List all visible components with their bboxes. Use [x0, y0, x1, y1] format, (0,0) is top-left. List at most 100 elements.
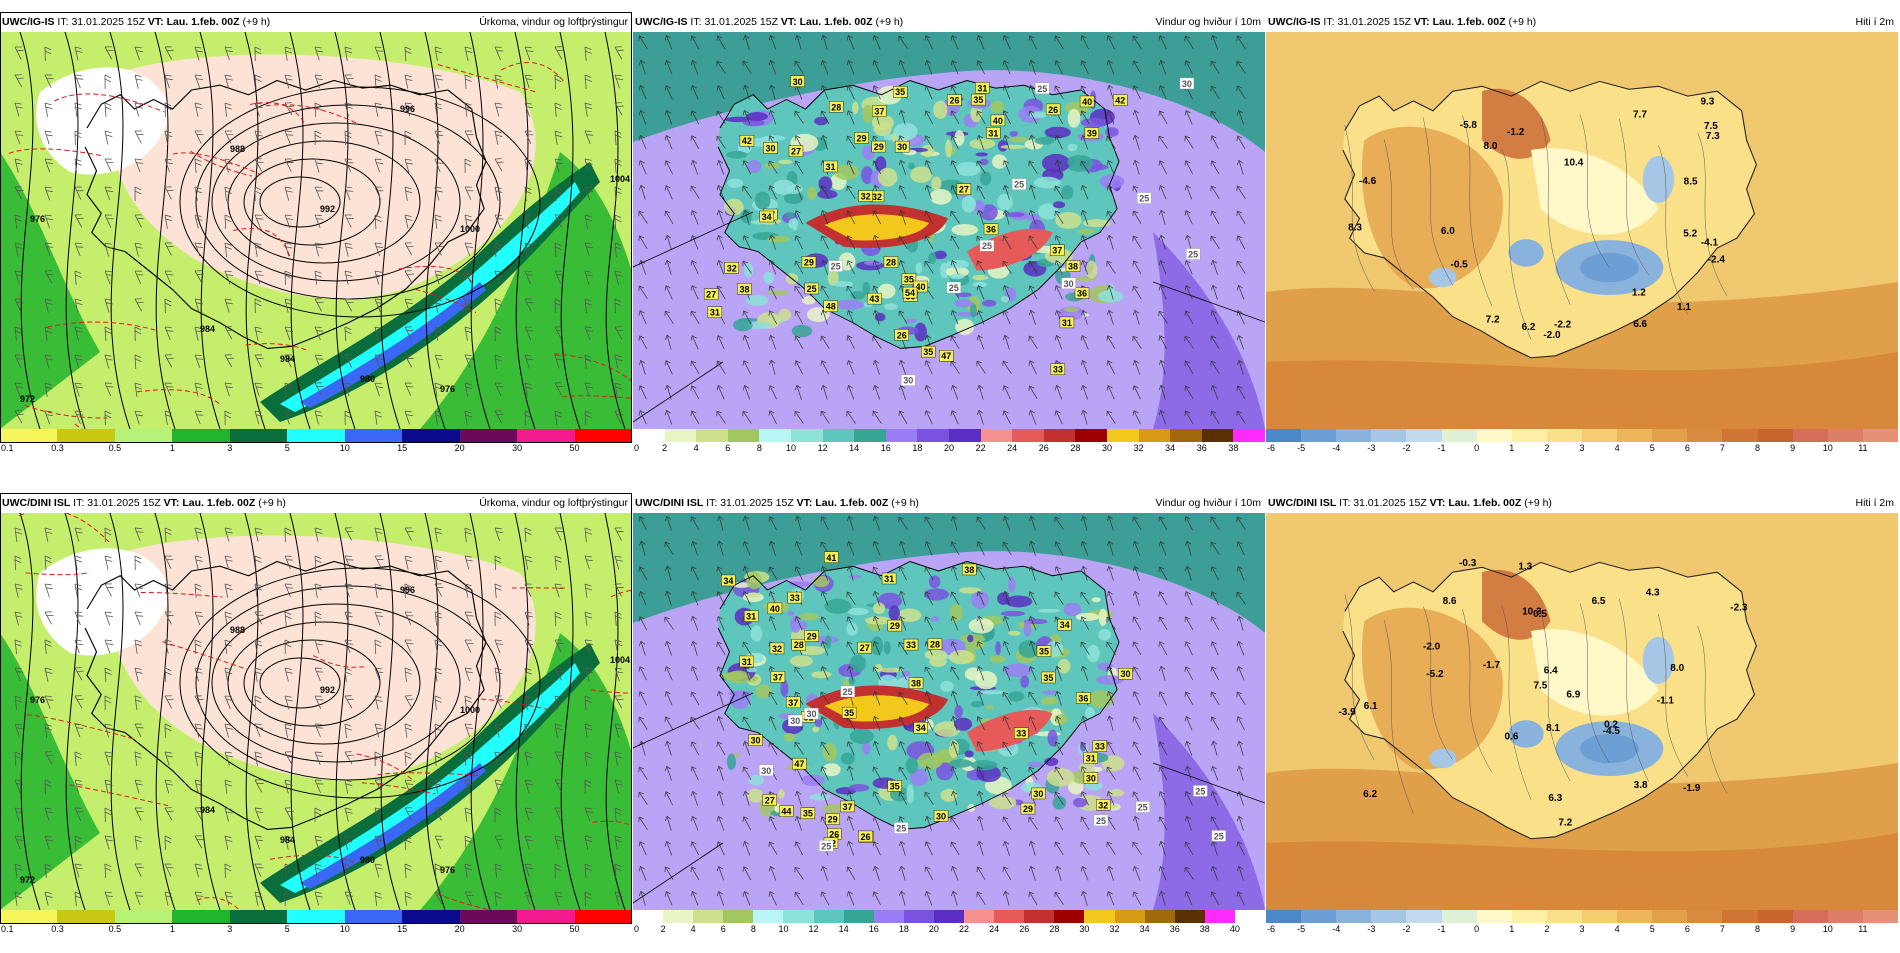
- color-scale-step: [1336, 910, 1371, 923]
- scale-tick-label: 10: [1823, 924, 1833, 934]
- scale-tick-label: 26: [1019, 924, 1029, 934]
- panel-header: UWC/IG-IS IT: 31.01.2025 15Z VT: Lau. 1.…: [1266, 12, 1898, 32]
- color-scale-step: [791, 429, 823, 442]
- scale-tick-label: 9: [1790, 443, 1795, 453]
- temp-label: -4.5: [1603, 726, 1621, 737]
- temp-label: -1.1: [1657, 695, 1675, 706]
- color-scale-step: [1582, 429, 1617, 442]
- color-scale-step: [402, 910, 459, 923]
- scale-tick-label: 24: [989, 924, 999, 934]
- temp-label: 7.2: [1558, 818, 1572, 829]
- valid-time: Lau. 1.feb. 00Z: [800, 16, 873, 28]
- color-scale-step: [287, 910, 344, 923]
- color-scale-step: [1084, 910, 1114, 923]
- isobar-label: 1000: [460, 224, 480, 234]
- scale-tick-label: 6: [721, 924, 726, 934]
- scale-tick-label: 0: [634, 443, 639, 453]
- gust-label: 31: [1062, 318, 1072, 328]
- isobar-label: 984: [280, 835, 295, 845]
- lead-time: (+9 h): [891, 497, 919, 509]
- gust-label: 30: [751, 736, 761, 746]
- color-scale-step: [575, 910, 632, 923]
- wind-label: 30: [761, 766, 771, 776]
- scale-tick-label: -1: [1438, 924, 1446, 934]
- color-scale-step: [1722, 910, 1757, 923]
- color-scale-step: [115, 910, 172, 923]
- color-scale-step: [1442, 429, 1477, 442]
- color-scale-step: [886, 429, 918, 442]
- gust-label: 28: [831, 102, 841, 112]
- gust-label: 27: [706, 290, 716, 300]
- scale-tick-label: -1: [1438, 443, 1446, 453]
- scale-tick-label: 36: [1170, 924, 1180, 934]
- color-scale-step: [874, 910, 904, 923]
- color-scale-step: [115, 429, 172, 442]
- scale-tick-label: 9: [1790, 924, 1795, 934]
- panel-title: Vindur og hviður í 10m: [1156, 12, 1261, 32]
- color-scale-step: [753, 910, 783, 923]
- scale-tick-label: -6: [1267, 924, 1275, 934]
- color-scale: [633, 910, 1265, 923]
- temp-label: 1.1: [1677, 302, 1691, 313]
- isobar-label: 992: [320, 204, 335, 214]
- color-scale-step: [1371, 429, 1406, 442]
- scale-tick-label: 1: [1509, 924, 1514, 934]
- color-scale-step: [1758, 910, 1793, 923]
- color-scale-step: [345, 910, 402, 923]
- color-scale-step: [1828, 429, 1863, 442]
- color-scale-step: [949, 429, 981, 442]
- scale-tick-label: 1: [170, 443, 175, 453]
- temp-label: 7.2: [1486, 314, 1500, 325]
- color-scale-step: [665, 429, 697, 442]
- it-label: IT:: [690, 16, 701, 28]
- color-scale: [1266, 910, 1898, 923]
- isobar-label: 984: [200, 805, 215, 815]
- scale-tick-label: 3: [227, 443, 232, 453]
- isobar-label: 972: [20, 875, 35, 885]
- vt-label: VT:: [1430, 497, 1446, 509]
- color-scale: [0, 429, 632, 442]
- scale-tick-label: 0: [634, 924, 639, 934]
- isobar-label: 988: [230, 144, 245, 154]
- temp-label: -5.2: [1426, 669, 1444, 680]
- temp-label: 5.2: [1683, 229, 1697, 240]
- gust-label: 29: [1023, 804, 1033, 814]
- scale-tick-label: 6: [1685, 443, 1690, 453]
- gust-label: 33: [1095, 742, 1105, 752]
- gust-label: 31: [988, 128, 998, 138]
- gust-label: 44: [781, 807, 791, 817]
- temp-label: 9.3: [1700, 97, 1714, 108]
- scale-tick-label: 28: [1049, 924, 1059, 934]
- panel-p1: UWC/IG-IS IT: 31.01.2025 15Z VT: Lau. 1.…: [0, 12, 632, 472]
- temp-label: 6.4: [1544, 665, 1558, 676]
- gust-label: 30: [1086, 773, 1096, 783]
- gust-label: 38: [964, 565, 974, 575]
- gust-label: 39: [1087, 129, 1097, 139]
- color-scale-step: [1758, 429, 1793, 442]
- scale-tick-label: 0.3: [51, 924, 64, 934]
- gust-label: 29: [890, 621, 900, 631]
- color-scale-step: [723, 910, 753, 923]
- color-scale-step: [1266, 910, 1301, 923]
- gust-label: 31: [1086, 753, 1096, 763]
- panel-header: UWC/IG-IS IT: 31.01.2025 15Z VT: Lau. 1.…: [633, 12, 1265, 32]
- color-scale-step: [1054, 910, 1084, 923]
- temp-label: -1.9: [1683, 783, 1701, 794]
- scale-tick-label: 12: [818, 443, 828, 453]
- valid-time: Lau. 1.feb. 00Z: [167, 16, 240, 28]
- scale-tick-label: 26: [1039, 443, 1049, 453]
- panel-p2: UWC/IG-IS IT: 31.01.2025 15Z VT: Lau. 1.…: [633, 12, 1265, 472]
- color-scale-step: [981, 429, 1013, 442]
- gust-label: 48: [826, 302, 836, 312]
- isobar-label: 976: [440, 384, 455, 394]
- color-scale-step: [1235, 910, 1265, 923]
- scale-tick-label: 0.5: [109, 443, 122, 453]
- panel-header: UWC/DINI ISL IT: 31.01.2025 15Z VT: Lau.…: [0, 493, 632, 513]
- gust-label: 30: [793, 77, 803, 87]
- gust-label: 33: [1053, 365, 1063, 375]
- temp-label: -2.4: [1708, 255, 1726, 266]
- gust-label: 30: [765, 143, 775, 153]
- color-scale-step: [1406, 910, 1441, 923]
